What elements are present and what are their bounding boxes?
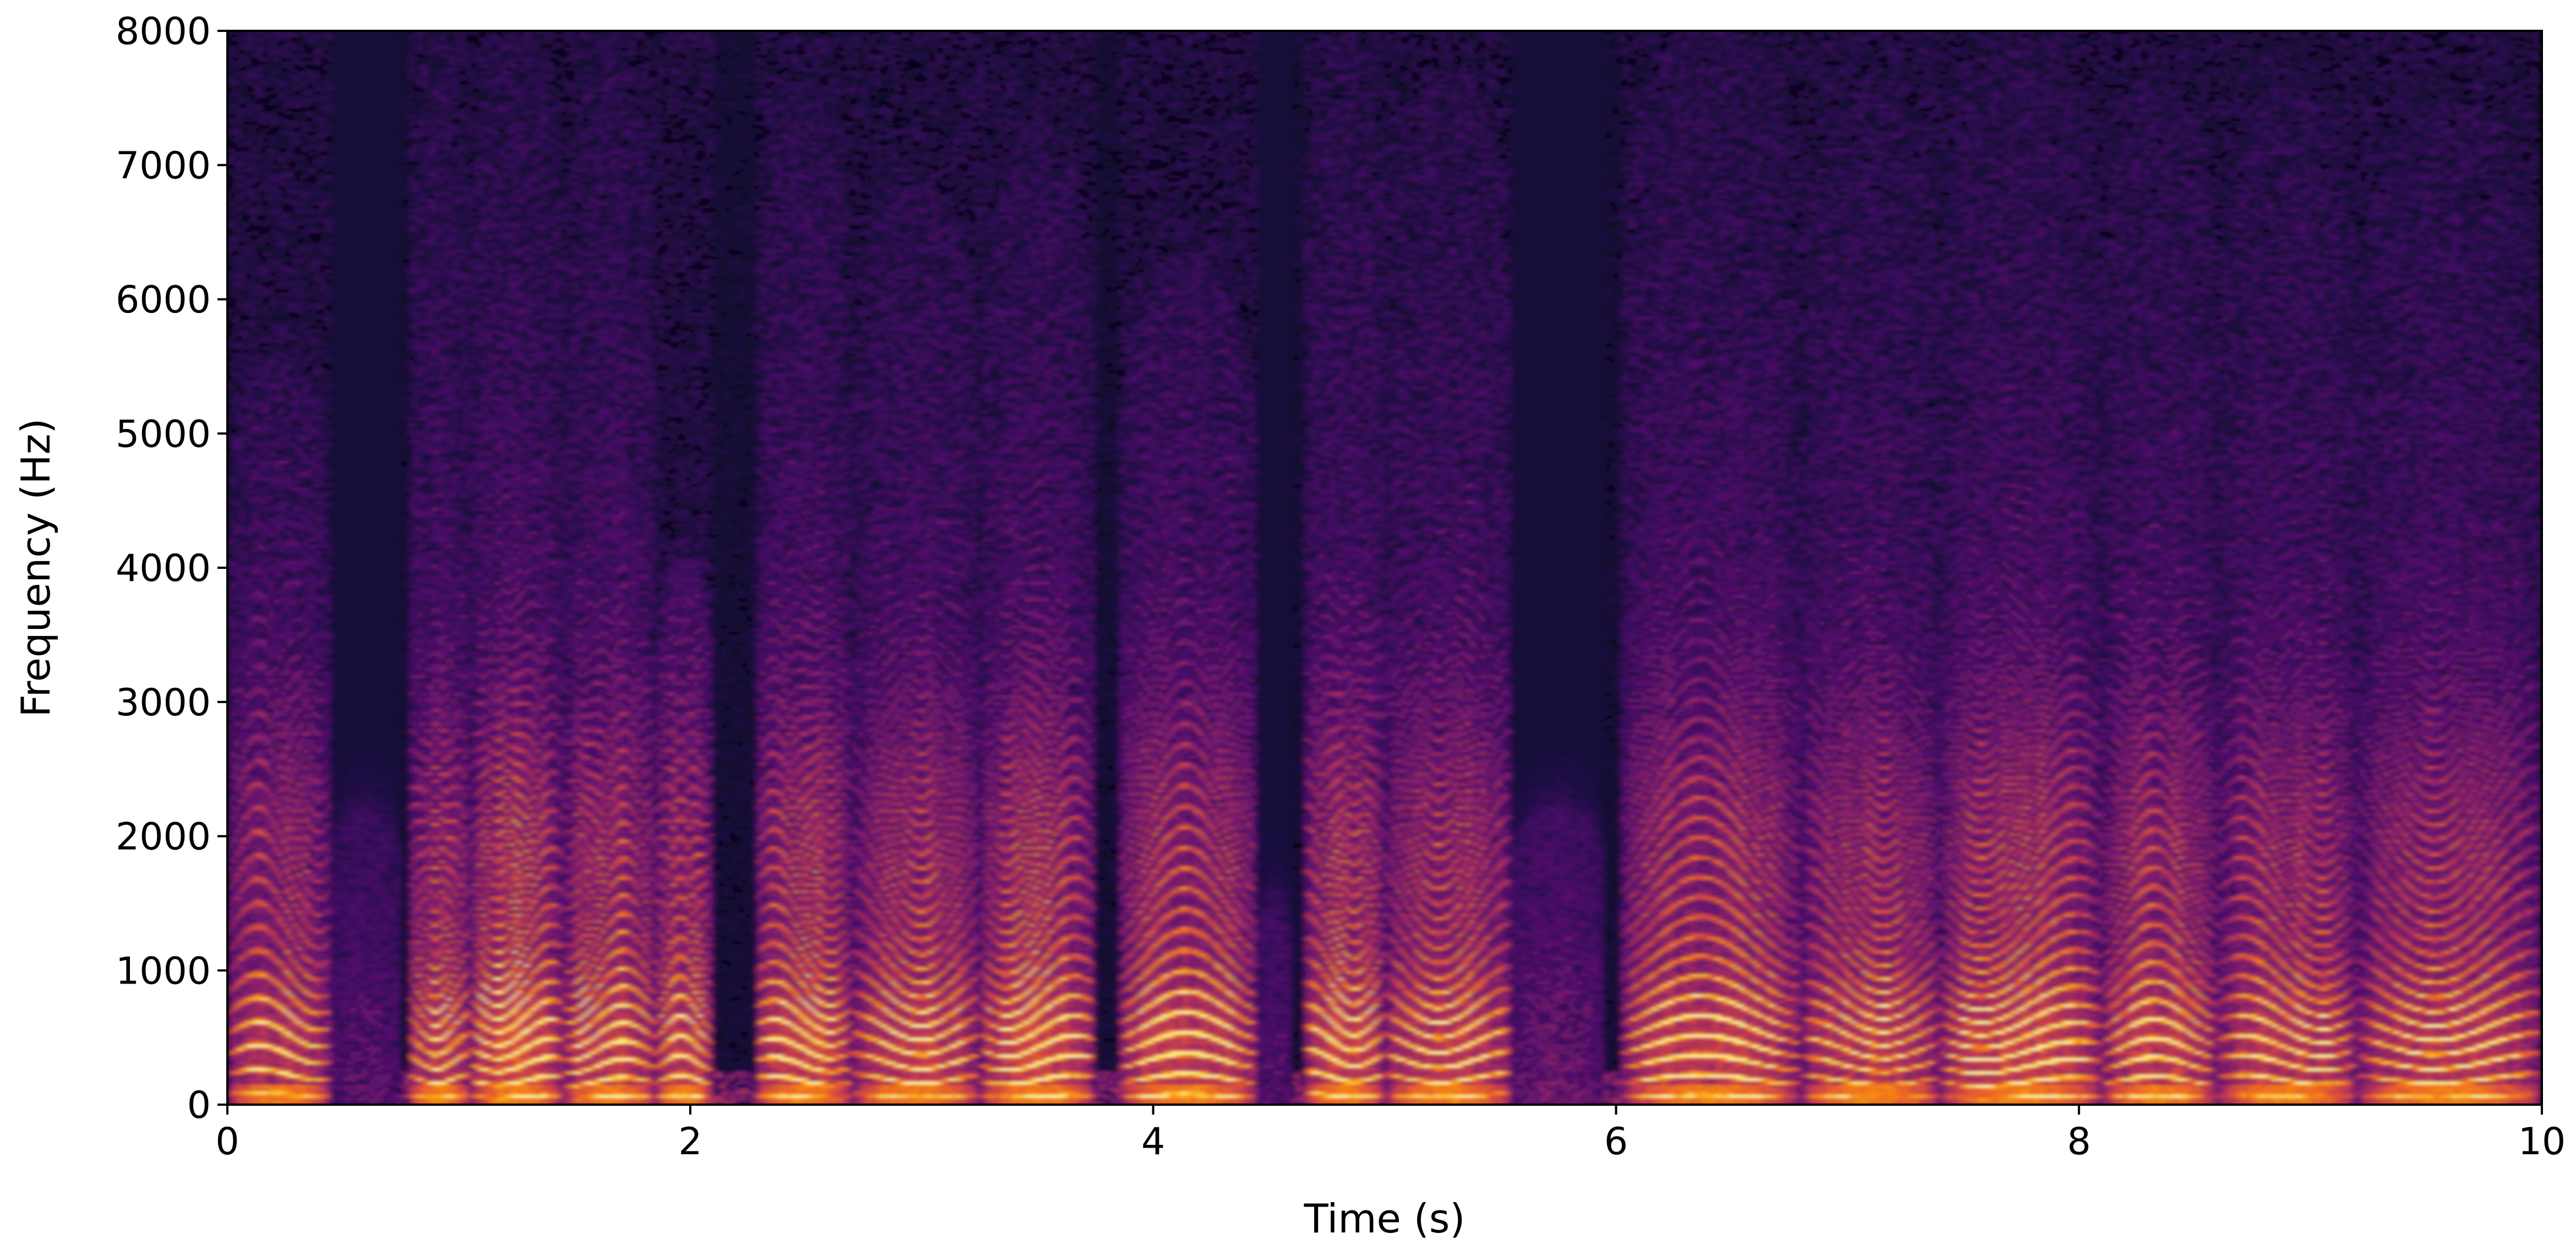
x-axis-label: Time (s)	[1304, 1196, 1466, 1242]
x-tick-label: 4	[1141, 1120, 1165, 1164]
x-tick-label: 0	[215, 1120, 239, 1164]
y-axis: 0 1000 2000 3000 4000 5000 6000 7000 8000	[116, 10, 227, 1127]
y-tick-label: 0	[187, 1084, 211, 1127]
y-tick-label: 7000	[116, 144, 211, 188]
y-tick-label: 6000	[116, 279, 211, 322]
spectrogram-image	[227, 31, 2542, 1105]
y-tick-label: 1000	[116, 949, 211, 993]
x-tick-label: 2	[678, 1120, 702, 1164]
x-tick-label: 6	[1604, 1120, 1628, 1164]
spectrogram-heatmap	[227, 31, 2542, 1105]
x-tick-label: 10	[2518, 1120, 2566, 1164]
x-tick-label: 8	[2067, 1120, 2091, 1164]
x-axis: 0 2 4 6 8 10	[215, 1105, 2566, 1164]
y-tick-label: 5000	[116, 412, 211, 456]
y-tick-label: 2000	[116, 816, 211, 859]
y-tick-label: 4000	[116, 547, 211, 590]
y-tick-label: 8000	[116, 10, 211, 53]
y-axis-label: Frequency (Hz)	[13, 419, 59, 718]
y-tick-label: 3000	[116, 681, 211, 725]
